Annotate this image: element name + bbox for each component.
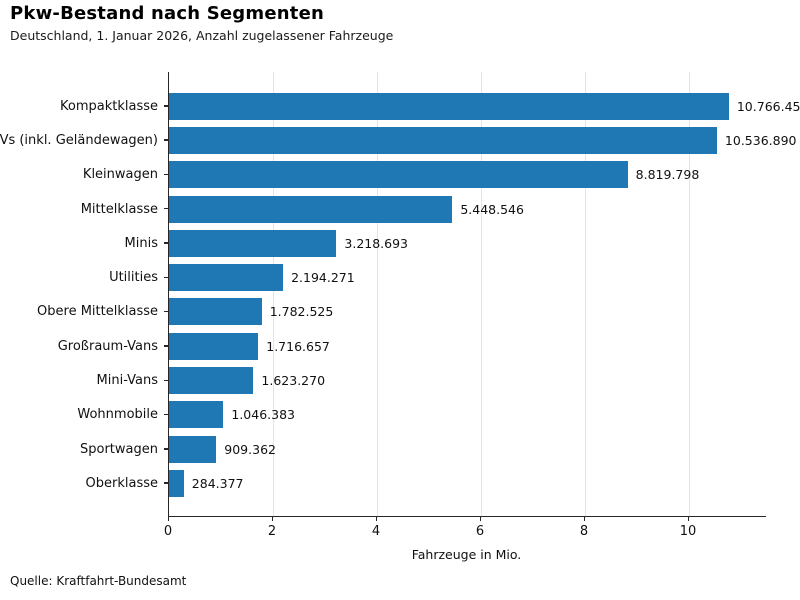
bar-row: Sportwagen 909.362 [80,432,766,466]
category-label: Obere Mittelklasse [37,304,158,320]
y-tick-mark [163,310,168,313]
value-label: 3.218.693 [344,235,409,251]
category-label: Sportwagen [80,441,158,457]
x-tick-label: 10 [679,524,697,539]
bar [169,126,717,154]
bar-row: Obere Mittelklasse 1.782.525 [37,295,766,329]
category-label: Kompaktklasse [60,98,158,114]
bar-row: Kompaktklasse 10.766.456 [60,89,800,123]
y-tick-mark [163,242,168,244]
bar [169,298,262,326]
bar-row: Mini-Vans 1.623.270 [97,363,766,397]
value-label: 5.448.546 [460,201,524,217]
value-label: 909.362 [224,441,276,457]
value-label: 10.766.456 [736,98,800,114]
bar [169,195,453,223]
bar [169,367,254,395]
bar [169,435,217,463]
category-label: Wohnmobile [77,407,158,423]
bar [169,264,284,292]
value-label: 1.623.270 [261,373,326,389]
x-tick-label: 8 [579,524,589,539]
bar-row: Großraum-Vans 1.716.657 [58,329,766,363]
value-label: 1.046.383 [231,407,295,423]
category-label: Utilities [109,270,158,286]
grid-line [585,72,586,516]
bar-row: Mittelklasse 5.448.546 [81,192,766,226]
x-tick-mark [272,517,274,521]
y-tick-mark [163,276,168,279]
x-tick-label: 6 [475,524,485,539]
grid-line [377,72,378,516]
value-label: 10.536.890 [724,132,797,148]
plot-area: Kompaktklasse 10.766.456 SUVs (inkl. Gelän… [0,72,800,517]
value-label: 1.782.525 [269,304,334,320]
x-tick-mark [688,517,690,521]
y-tick-mark [163,448,168,450]
category-label: Oberklasse [85,475,158,491]
grid-line [689,72,690,516]
value-label: 2.194.271 [291,270,355,286]
value-label: 284.377 [191,475,244,491]
bar [169,401,224,429]
bar [169,229,337,257]
x-tick-mark [584,517,586,521]
bar-row: Wohnmobile 1.046.383 [77,398,766,432]
y-tick-mark [163,345,168,347]
value-label: 8.819.798 [635,167,700,183]
value-label: 1.716.657 [266,338,330,354]
category-label: Mittelklasse [80,201,158,217]
y-tick-mark [163,482,168,484]
bar-row: Kleinwagen 8.819.798 [83,158,766,192]
bar [169,332,259,360]
x-tick-label: 0 [163,524,173,539]
x-tick-label: 2 [267,524,277,539]
bar-row: SUVs (inkl. Geländewagen) 10.536.890 [0,123,797,157]
x-tick-mark [480,517,482,521]
x-axis-label: Fahrzeuge in Mio. [411,547,522,562]
category-label: Großraum-Vans [57,338,158,354]
category-label: Mini-Vans [96,373,158,389]
source-note: Quelle: Kraftfahrt-Bundesamt [10,574,187,588]
x-tick-mark [376,517,378,521]
bar-row: Utilities 2.194.271 [109,261,766,295]
bar [169,161,628,189]
y-tick-mark [163,208,168,210]
y-tick-mark [163,413,168,416]
x-tick-mark [168,517,170,521]
bar [169,92,729,120]
category-label: SUVs (inkl. Geländewagen) [0,132,158,148]
bar-row: Minis 3.218.693 [125,226,766,260]
x-tick-label: 4 [371,524,381,539]
y-tick-mark [163,139,168,141]
category-label: Kleinwagen [82,167,158,183]
chart-title: Pkw-Bestand nach Segmenten [10,3,324,24]
chart-subtitle: Deutschland, 1. Januar 2026, Anzahl zuge… [10,28,394,43]
y-tick-mark [163,379,168,381]
bar [169,469,184,497]
y-tick-mark [163,173,168,176]
category-label: Minis [124,235,158,251]
grid-line [481,72,482,516]
y-tick-mark [163,105,168,107]
bar-row: Oberklasse 284.377 [86,466,766,500]
grid-line [273,72,274,516]
